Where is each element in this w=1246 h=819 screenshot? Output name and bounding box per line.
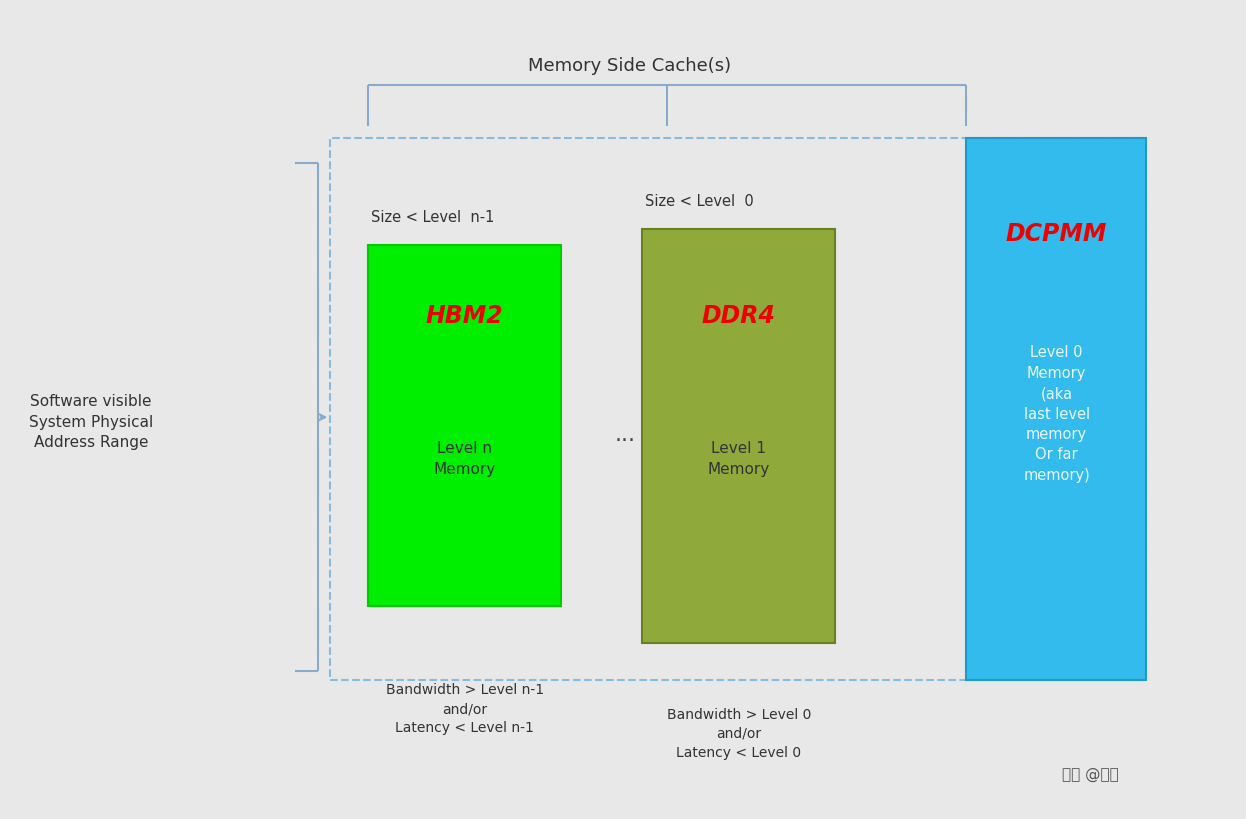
Bar <box>368 246 561 606</box>
Text: Bandwidth > Level 0
and/or
Latency < Level 0: Bandwidth > Level 0 and/or Latency < Lev… <box>667 707 811 759</box>
Text: Size < Level  n-1: Size < Level n-1 <box>371 210 495 225</box>
Text: Level 0
Memory
(aka
last level
memory
Or far
memory): Level 0 Memory (aka last level memory Or… <box>1023 345 1090 482</box>
Text: DCPMM: DCPMM <box>1006 221 1108 246</box>
Text: HBM2: HBM2 <box>426 303 503 328</box>
Text: DDR4: DDR4 <box>701 303 776 328</box>
Text: Size < Level  0: Size < Level 0 <box>645 194 754 209</box>
Text: Level 1
Memory: Level 1 Memory <box>708 441 770 477</box>
Bar <box>330 139 1146 680</box>
Text: Level n
Memory: Level n Memory <box>434 441 496 477</box>
Text: 知乎 @老狼: 知乎 @老狼 <box>1062 767 1119 781</box>
Bar <box>642 229 835 643</box>
Text: Software visible
System Physical
Address Range: Software visible System Physical Address… <box>29 394 153 450</box>
Bar <box>966 139 1146 680</box>
Text: Bandwidth > Level n-1
and/or
Latency < Level n-1: Bandwidth > Level n-1 and/or Latency < L… <box>386 682 543 735</box>
Text: Memory Side Cache(s): Memory Side Cache(s) <box>527 57 731 75</box>
Text: ...: ... <box>616 424 635 444</box>
